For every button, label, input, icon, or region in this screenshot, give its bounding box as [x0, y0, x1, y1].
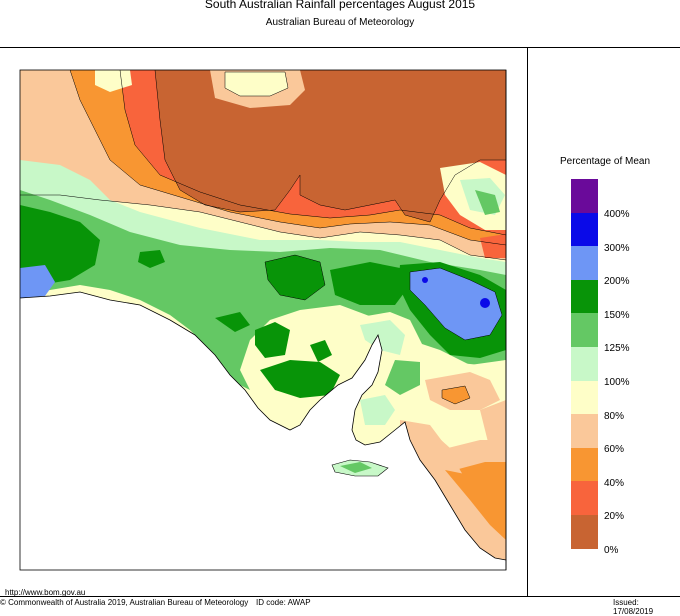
legend-label: 60% — [604, 444, 625, 456]
frame-top-line — [0, 47, 680, 48]
band-0-region — [155, 70, 506, 222]
legend-label: 100% — [604, 377, 630, 388]
map-subtitle: Australian Bureau of Meteorology — [265, 17, 415, 28]
legend-label: 80% — [604, 410, 625, 422]
footer-url: http://www.bom.gov.au — [5, 588, 86, 597]
legend-title: Percentage of Mean — [559, 156, 651, 167]
legend-swatch — [571, 380, 598, 415]
legend-swatch — [571, 347, 598, 381]
legend-label: 0% — [604, 545, 619, 556]
footer-id-code: ID code: AWAP — [256, 598, 311, 607]
rainfall-bands — [20, 70, 506, 570]
legend-label: 20% — [604, 511, 625, 523]
legend-label: 40% — [604, 477, 625, 489]
footer-issued: Issued: 17/08/2019 — [613, 598, 654, 616]
legend-label: 300% — [604, 242, 630, 254]
legend-label: 150% — [604, 309, 630, 321]
legend-swatch — [571, 212, 598, 247]
footer-copyright: © Commonwealth of Australia 2019, Austra… — [0, 598, 249, 607]
legend-swatch — [571, 515, 598, 549]
legend-label: 400% — [604, 209, 630, 220]
legend-swatch — [571, 447, 598, 482]
legend-swatch — [571, 414, 598, 449]
legend-label: 125% — [604, 343, 630, 355]
legend-swatch — [571, 313, 598, 348]
coastline — [19, 291, 507, 561]
legend-swatch — [571, 481, 598, 516]
frame-bottom-line — [0, 596, 680, 597]
band-125-region — [20, 190, 506, 390]
legend-label: 200% — [604, 276, 630, 288]
ocean — [20, 292, 506, 570]
legend-swatch — [571, 179, 598, 213]
legend-swatch — [571, 279, 598, 314]
band-200-region — [410, 268, 502, 340]
contour-lines — [20, 70, 506, 405]
map-title: South Australian Rainfall percentages Au… — [204, 0, 476, 11]
legend-swatch — [571, 246, 598, 281]
frame-divider-line — [527, 47, 528, 596]
